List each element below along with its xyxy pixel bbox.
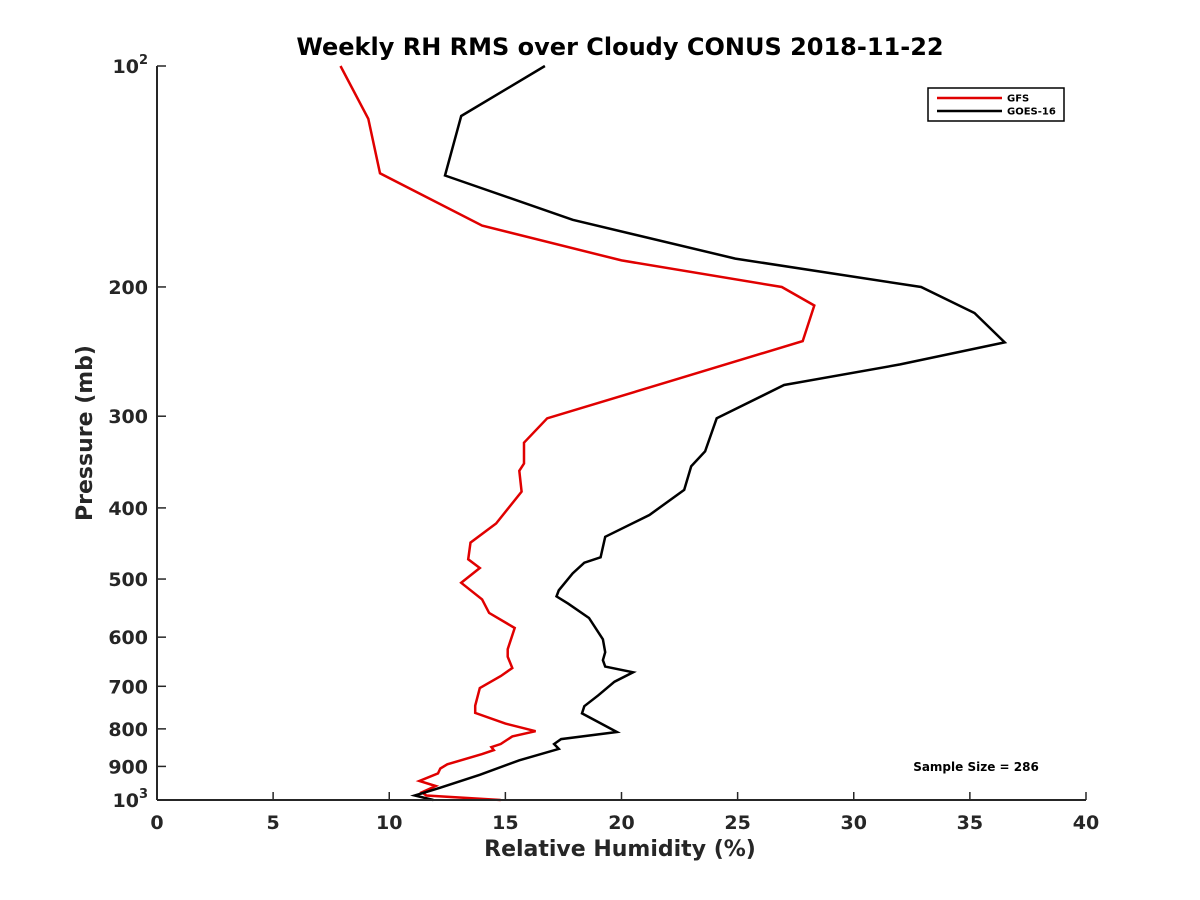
y-tick-label: 200 [108, 277, 148, 299]
sample-size-annotation: Sample Size = 286 [913, 760, 1039, 774]
plot-area [339, 64, 1008, 802]
chart-title: Weekly RH RMS over Cloudy CONUS 2018-11-… [296, 33, 943, 61]
x-tick-label: 35 [957, 812, 983, 834]
series-line-gfs [339, 65, 816, 802]
legend-label-gfs: GFS [1007, 94, 1029, 105]
y-tick-label: 102 [113, 53, 149, 78]
x-tick-label: 25 [724, 812, 750, 834]
legend-box [927, 87, 1065, 122]
axes [156, 66, 1086, 801]
x-axis-ticks: 0 5 10 15 20 25 30 35 40 [150, 792, 1099, 834]
series-line-goes16 [410, 64, 1008, 802]
x-tick-label: 40 [1073, 812, 1099, 834]
y-tick-label: 700 [108, 676, 148, 698]
x-tick-label: 5 [267, 812, 280, 834]
x-tick-label: 10 [376, 812, 402, 834]
x-tick-label: 0 [150, 812, 163, 834]
x-tick-label: 20 [608, 812, 634, 834]
legend: GFS GOES-16 [927, 87, 1065, 122]
y-tick-label: 900 [108, 756, 148, 778]
y-axis-label: Pressure (mb) [73, 345, 98, 521]
y-tick-label: 500 [108, 569, 148, 591]
y-tick-label: 800 [108, 719, 148, 741]
y-axis-ticks: 102 200 300 400 500 600 700 800 900 103 [108, 53, 166, 812]
y-tick-label: 103 [113, 787, 149, 812]
y-tick-label: 300 [108, 406, 148, 428]
y-tick-label: 400 [108, 498, 148, 520]
x-tick-label: 30 [841, 812, 867, 834]
x-tick-label: 15 [492, 812, 518, 834]
x-axis-label: Relative Humidity (%) [484, 837, 756, 862]
legend-label-goes16: GOES-16 [1007, 107, 1056, 118]
y-tick-label: 600 [108, 627, 148, 649]
